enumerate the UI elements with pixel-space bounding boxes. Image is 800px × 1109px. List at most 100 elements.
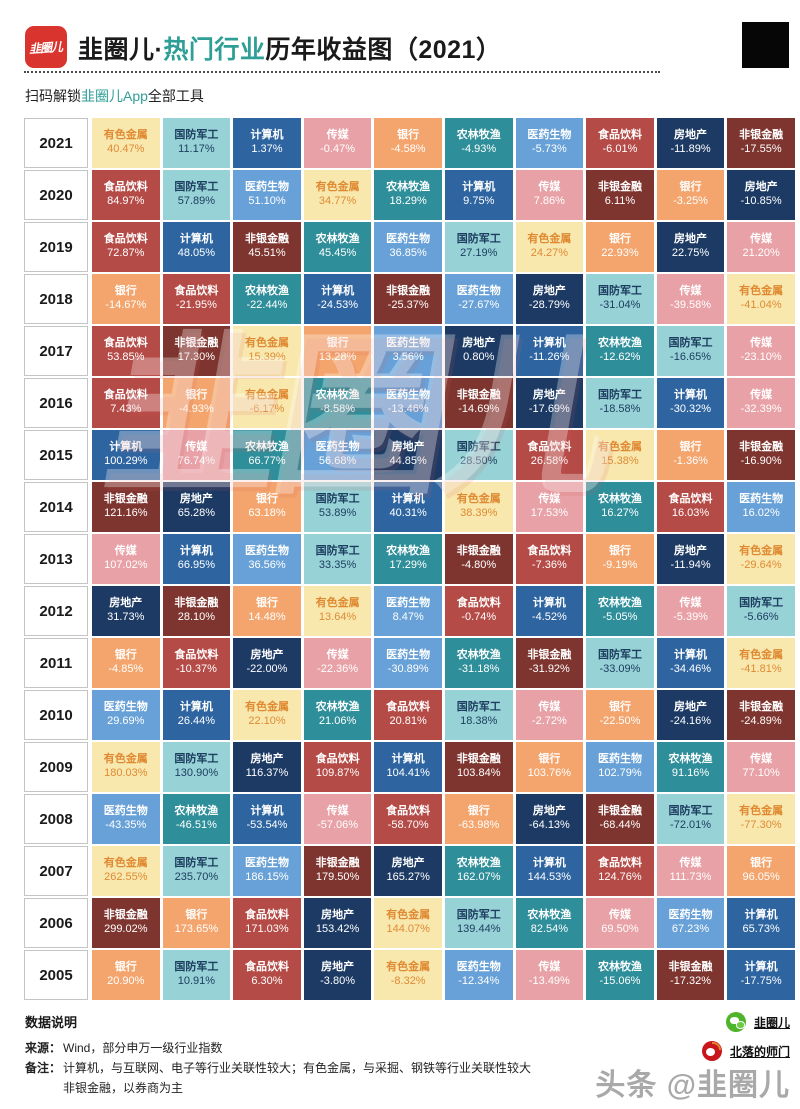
year-row: 2012 房地产 31.73% 非银金融 28.10% 银行 14.48% 有色金属 13.64… xyxy=(24,586,795,636)
industry-name: 国防军工 xyxy=(456,233,501,246)
industry-name: 农林牧渔 xyxy=(456,129,501,142)
industry-return: 103.76% xyxy=(527,767,572,779)
industry-return: 1.37% xyxy=(251,143,283,155)
industry-return: -5.39% xyxy=(673,611,708,623)
weibo-link[interactable]: 北落的师门 xyxy=(701,1041,790,1061)
industry-name: 国防军工 xyxy=(174,129,219,142)
industry-tile: 房地产 -11.94% xyxy=(656,534,725,584)
industry-name: 计算机 xyxy=(674,389,708,402)
industry-return: -64.13% xyxy=(528,819,570,831)
industry-name: 有色金属 xyxy=(739,545,784,558)
industry-tile: 传媒 111.73% xyxy=(656,846,725,896)
industry-tile: 有色金属 24.27% xyxy=(515,222,584,272)
industry-name: 有色金属 xyxy=(386,909,431,922)
industry-name: 食品饮料 xyxy=(527,441,572,454)
industry-name: 医药生物 xyxy=(103,701,148,714)
industry-name: 计算机 xyxy=(109,441,143,454)
industry-tile: 房地产 0.80% xyxy=(444,326,513,376)
industry-return: 235.70% xyxy=(174,871,219,883)
industry-tile: 国防军工 -16.65% xyxy=(656,326,725,376)
industry-return: -4.93% xyxy=(461,143,497,155)
industry-return: -0.47% xyxy=(320,143,355,155)
industry-name: 医药生物 xyxy=(315,441,360,454)
industry-tile: 农林牧渔 21.06% xyxy=(303,690,372,740)
industry-tile: 国防军工 235.70% xyxy=(162,846,231,896)
industry-name: 食品饮料 xyxy=(456,597,501,610)
industry-name: 房地产 xyxy=(532,805,566,818)
industry-return: -4.85% xyxy=(108,663,144,675)
industry-tile: 非银金融 299.02% xyxy=(92,898,160,948)
industry-tile: 房地产 153.42% xyxy=(303,898,372,948)
industry-return: -5.73% xyxy=(531,143,567,155)
industry-tile: 有色金属 -77.30% xyxy=(727,794,795,844)
year-label: 2018 xyxy=(24,274,88,324)
industry-return: 57.89% xyxy=(177,195,216,207)
industry-name: 食品饮料 xyxy=(103,233,148,246)
industry-name: 银行 xyxy=(114,649,137,662)
industry-tile: 计算机 26.44% xyxy=(162,690,231,740)
industry-return: -9.19% xyxy=(602,559,638,571)
industry-name: 银行 xyxy=(114,285,137,298)
industry-tile: 房地产 65.28% xyxy=(162,482,231,532)
industry-return: 299.02% xyxy=(104,923,148,935)
industry-return: 48.05% xyxy=(177,247,216,259)
footer: 数据说明 来源： Wind，部分申万一级行业指数 备注： 计算机，与互联网、电子… xyxy=(25,1012,790,1107)
industry-tile: 传媒 77.10% xyxy=(727,742,795,792)
industry-return: 13.28% xyxy=(318,351,357,363)
industry-name: 房地产 xyxy=(674,545,708,558)
industry-tile: 食品饮料 20.81% xyxy=(374,690,442,740)
industry-return: -4.52% xyxy=(531,611,567,623)
industry-return: -22.44% xyxy=(246,299,288,311)
industry-return: 20.81% xyxy=(389,715,427,727)
industry-name: 房地产 xyxy=(250,753,284,766)
industry-tile: 计算机 48.05% xyxy=(162,222,231,272)
industry-name: 传媒 xyxy=(114,545,137,558)
industry-name: 农林牧渔 xyxy=(456,857,501,870)
industry-tile: 银行 20.90% xyxy=(92,950,160,1000)
industry-name: 农林牧渔 xyxy=(244,285,289,298)
year-label: 2011 xyxy=(24,638,88,688)
industry-tile: 有色金属 22.10% xyxy=(233,690,301,740)
industry-return: -17.75% xyxy=(740,975,782,987)
industry-tile: 食品饮料 -10.37% xyxy=(162,638,231,688)
industry-name: 国防军工 xyxy=(174,961,219,974)
industry-name: 有色金属 xyxy=(103,857,148,870)
note-line: 备注： 计算机，与互联网、电子等行业关联性较大；有色金属，与采掘、钢铁等行业关联… xyxy=(25,1059,790,1076)
industry-name: 非银金融 xyxy=(174,597,219,610)
industry-tile: 房地产 -17.69% xyxy=(515,378,584,428)
industry-name: 食品饮料 xyxy=(103,181,148,194)
industry-name: 医药生物 xyxy=(668,909,713,922)
industry-return: -31.92% xyxy=(528,663,570,675)
industry-name: 传媒 xyxy=(185,441,208,454)
wechat-link[interactable]: 韭圈儿 xyxy=(702,1012,790,1032)
industry-return: 82.54% xyxy=(530,923,569,935)
industry-return: -72.01% xyxy=(670,819,712,831)
industry-tile: 国防军工 139.44% xyxy=(444,898,513,948)
industry-name: 食品饮料 xyxy=(386,805,431,818)
year-label: 2008 xyxy=(24,794,88,844)
title-suffix: 历年收益图（2021） xyxy=(265,36,502,64)
industry-name: 传媒 xyxy=(326,805,349,818)
year-row: 2017 食品饮料 53.85% 非银金融 17.30% 有色金属 15.39% 银行 13.2… xyxy=(24,326,795,376)
wechat-name: 韭圈儿 xyxy=(753,1015,790,1030)
industry-name: 房地产 xyxy=(179,493,213,506)
industry-return: 11.17% xyxy=(178,143,215,155)
industry-name: 计算机 xyxy=(462,181,496,194)
industry-name: 银行 xyxy=(608,545,631,558)
industry-return: 36.85% xyxy=(389,247,427,259)
industry-tile: 房地产 22.75% xyxy=(656,222,725,272)
industry-tile: 非银金融 45.51% xyxy=(233,222,301,272)
industry-name: 房地产 xyxy=(674,233,708,246)
industry-name: 食品饮料 xyxy=(103,389,148,402)
industry-tile: 有色金属 40.47% xyxy=(92,118,160,168)
industry-tile: 传媒 -22.36% xyxy=(303,638,372,688)
industry-tile: 房地产 -3.80% xyxy=(303,950,372,1000)
industry-return: 6.11% xyxy=(604,195,636,207)
industry-name: 有色金属 xyxy=(315,181,360,194)
industry-return: 45.45% xyxy=(318,247,357,259)
industry-name: 食品饮料 xyxy=(103,337,148,350)
year-row: 2005 银行 20.90% 国防军工 10.91% 食品饮料 6.30% 房地产 -3.80%… xyxy=(24,950,795,1000)
industry-return: 21.20% xyxy=(742,247,780,259)
industry-tile: 医药生物 3.56% xyxy=(374,326,442,376)
industry-tile: 传媒 69.50% xyxy=(586,898,654,948)
